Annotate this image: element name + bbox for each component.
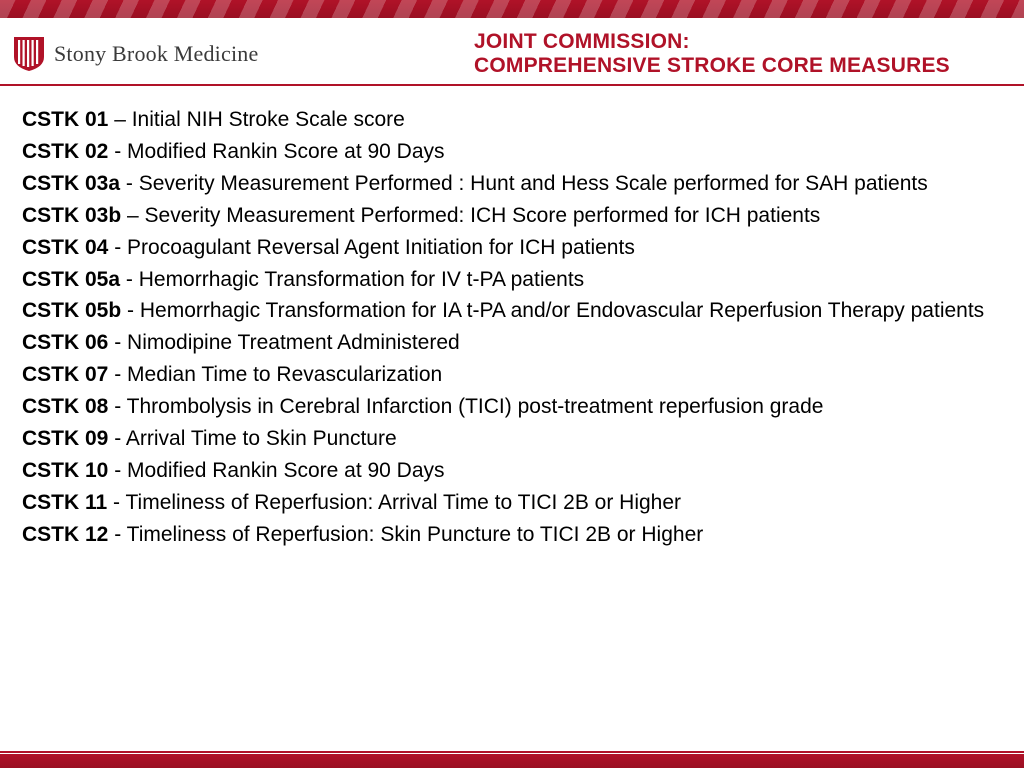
title-line-2: COMPREHENSIVE STROKE CORE MEASURES bbox=[474, 54, 1010, 78]
measure-separator: – bbox=[108, 108, 131, 131]
measure-description: Arrival Time to Skin Puncture bbox=[126, 427, 397, 450]
measure-code: CSTK 04 bbox=[22, 236, 108, 259]
measure-row: CSTK 07 - Median Time to Revascularizati… bbox=[22, 359, 1002, 391]
measure-separator: - bbox=[108, 236, 127, 259]
measure-separator: - bbox=[108, 140, 127, 163]
measure-separator: - bbox=[107, 491, 125, 514]
measure-row: CSTK 02 - Modified Rankin Score at 90 Da… bbox=[22, 136, 1002, 168]
measure-code: CSTK 12 bbox=[22, 523, 108, 546]
measure-row: CSTK 06 - Nimodipine Treatment Administe… bbox=[22, 327, 1002, 359]
measure-separator: - bbox=[108, 459, 127, 482]
measure-code: CSTK 10 bbox=[22, 459, 108, 482]
measure-row: CSTK 09 - Arrival Time to Skin Puncture bbox=[22, 423, 1002, 455]
measure-row: CSTK 08 - Thrombolysis in Cerebral Infar… bbox=[22, 391, 1002, 423]
header: Stony Brook Medicine JOINT COMMISSION: C… bbox=[0, 24, 1024, 86]
measure-description: Procoagulant Reversal Agent Initiation f… bbox=[127, 236, 635, 259]
measure-separator: - bbox=[121, 299, 140, 322]
measure-description: Nimodipine Treatment Administered bbox=[127, 331, 460, 354]
measure-separator: - bbox=[120, 172, 139, 195]
measure-row: CSTK 05b - Hemorrhagic Transformation fo… bbox=[22, 295, 1002, 327]
top-decorative-band bbox=[0, 0, 1024, 18]
measure-description: Median Time to Revascularization bbox=[127, 363, 442, 386]
logo-block: Stony Brook Medicine bbox=[14, 37, 314, 71]
measure-description: Hemorrhagic Transformation for IV t-PA p… bbox=[139, 268, 584, 291]
measure-separator: - bbox=[120, 268, 139, 291]
measure-separator: – bbox=[121, 204, 144, 227]
measure-code: CSTK 05b bbox=[22, 299, 121, 322]
measure-code: CSTK 03b bbox=[22, 204, 121, 227]
measure-description: Timeliness of Reperfusion: Skin Puncture… bbox=[127, 523, 704, 546]
measure-description: Hemorrhagic Transformation for IA t-PA a… bbox=[140, 299, 984, 322]
measure-row: CSTK 11 - Timeliness of Reperfusion: Arr… bbox=[22, 487, 1002, 519]
bottom-decorative-band bbox=[0, 754, 1024, 768]
measure-row: CSTK 03a - Severity Measurement Performe… bbox=[22, 168, 1002, 200]
measure-code: CSTK 03a bbox=[22, 172, 120, 195]
measure-code: CSTK 02 bbox=[22, 140, 108, 163]
measure-description: Timeliness of Reperfusion: Arrival Time … bbox=[126, 491, 682, 514]
measure-separator: - bbox=[108, 395, 126, 418]
measure-separator: - bbox=[108, 331, 127, 354]
measure-description: Severity Measurement Performed: ICH Scor… bbox=[145, 204, 821, 227]
measure-separator: - bbox=[108, 523, 126, 546]
slide-title: JOINT COMMISSION: COMPREHENSIVE STROKE C… bbox=[314, 30, 1010, 78]
measure-description: Thrombolysis in Cerebral Infarction (TIC… bbox=[127, 395, 824, 418]
measure-description: Modified Rankin Score at 90 Days bbox=[127, 140, 445, 163]
title-line-1: JOINT COMMISSION: bbox=[474, 30, 1010, 54]
measure-description: Severity Measurement Performed : Hunt an… bbox=[139, 172, 928, 195]
measure-code: CSTK 05a bbox=[22, 268, 120, 291]
org-name-part2: Medicine bbox=[174, 41, 259, 66]
measure-code: CSTK 06 bbox=[22, 331, 108, 354]
measure-description: Initial NIH Stroke Scale score bbox=[132, 108, 405, 131]
measure-separator: - bbox=[108, 363, 127, 386]
measure-row: CSTK 04 - Procoagulant Reversal Agent In… bbox=[22, 232, 1002, 264]
measure-separator: - bbox=[108, 427, 126, 450]
measure-row: CSTK 10 - Modified Rankin Score at 90 Da… bbox=[22, 455, 1002, 487]
measure-row: CSTK 12 - Timeliness of Reperfusion: Ski… bbox=[22, 519, 1002, 551]
measure-code: CSTK 08 bbox=[22, 395, 108, 418]
measure-code: CSTK 11 bbox=[22, 491, 107, 514]
measure-code: CSTK 09 bbox=[22, 427, 108, 450]
shield-icon bbox=[14, 37, 44, 71]
measure-description: Modified Rankin Score at 90 Days bbox=[127, 459, 445, 482]
org-name: Stony Brook Medicine bbox=[54, 41, 258, 67]
measure-row: CSTK 05a - Hemorrhagic Transformation fo… bbox=[22, 264, 1002, 296]
measure-code: CSTK 07 bbox=[22, 363, 108, 386]
measure-code: CSTK 01 bbox=[22, 108, 108, 131]
measure-row: CSTK 01 – Initial NIH Stroke Scale score bbox=[22, 104, 1002, 136]
measures-list: CSTK 01 – Initial NIH Stroke Scale score… bbox=[0, 86, 1024, 551]
measure-row: CSTK 03b – Severity Measurement Performe… bbox=[22, 200, 1002, 232]
org-name-part1: Stony Brook bbox=[54, 41, 174, 66]
